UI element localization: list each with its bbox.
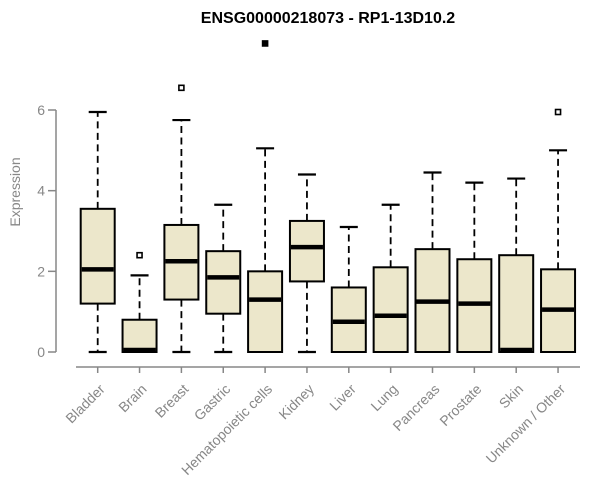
y-axis-tick-label: 0 [37,344,45,360]
box-bladder [79,207,116,305]
box-lung [372,266,409,353]
box-hematopoietic-cells [247,270,284,354]
outlier-brain [136,251,143,259]
outlier-breast [178,84,185,92]
y-axis-tick-label: 4 [37,183,45,199]
x-axis-label-bladder: Bladder [62,381,108,427]
x-axis-label-unknown-other: Unknown / Other [483,381,569,467]
x-axis-label-skin: Skin [496,381,527,412]
box-brain [121,318,158,354]
box-skin [498,254,535,354]
x-axis-label-kidney: Kidney [275,381,317,423]
x-axis-label-brain: Brain [115,381,149,415]
outlier-hematopoietic-cells [261,40,269,47]
x-axis-label-liver: Liver [326,381,359,414]
box-kidney [288,219,325,283]
box-gastric [205,250,242,315]
y-axis-tick-label: 6 [37,102,45,118]
outlier-unknown-other [554,108,562,116]
chart-title: ENSG00000218073 - RP1-13D10.2 [200,10,456,27]
x-axis-label-lung: Lung [367,381,400,414]
x-axis-label-breast: Breast [152,381,192,421]
y-axis-tick-label: 2 [37,263,45,279]
x-axis-label-prostate: Prostate [436,381,484,429]
x-axis-label-pancreas: Pancreas [389,381,442,434]
